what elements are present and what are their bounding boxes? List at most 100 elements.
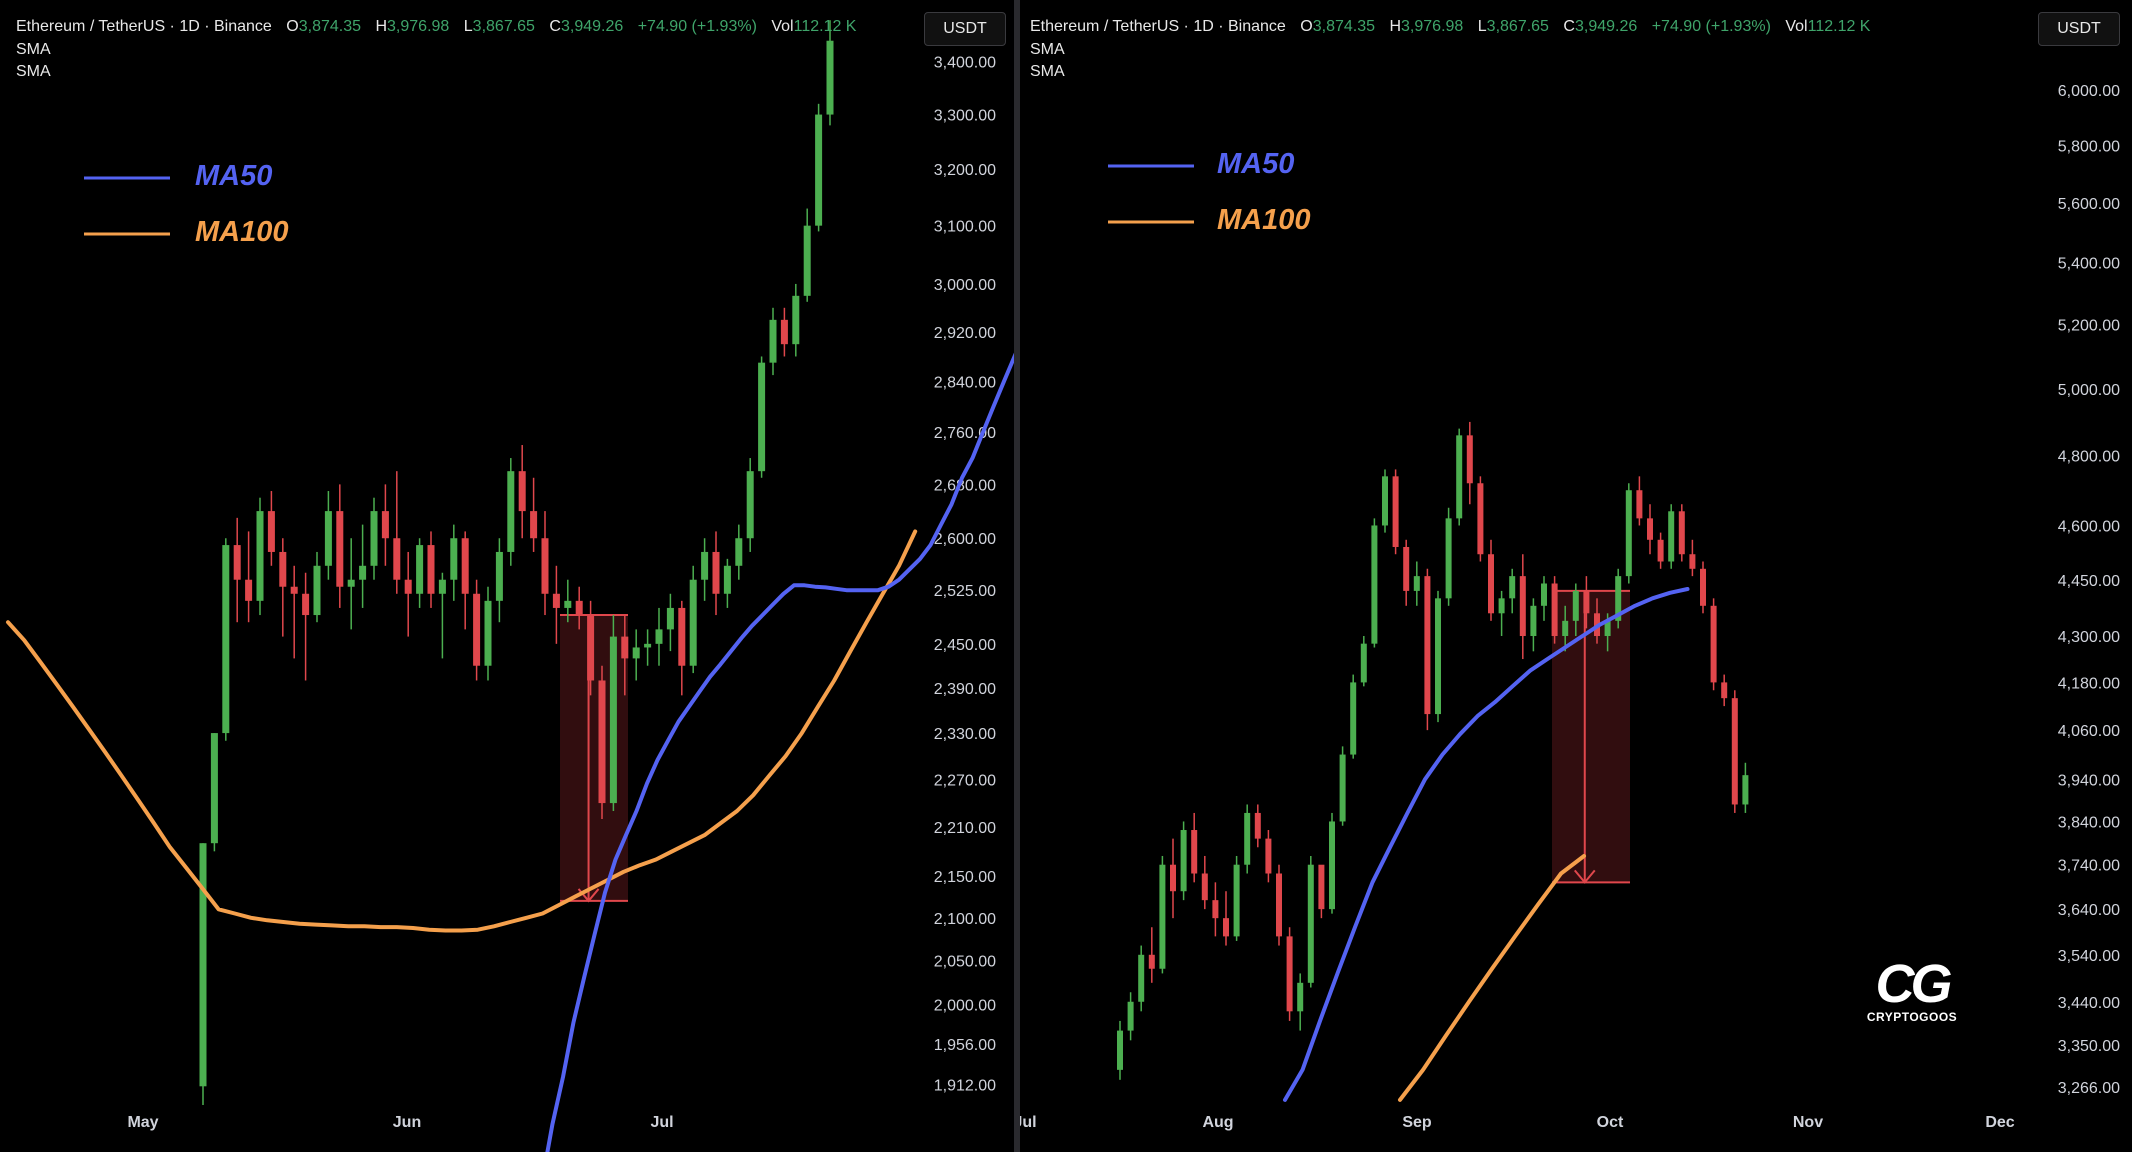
candle-body[interactable]	[233, 545, 241, 580]
candle-body[interactable]	[1276, 873, 1282, 937]
candle-body[interactable]	[1700, 568, 1706, 606]
candle-body[interactable]	[427, 545, 435, 594]
candle-body[interactable]	[1721, 682, 1728, 699]
candle-body[interactable]	[1159, 864, 1166, 969]
candle-body[interactable]	[507, 471, 515, 552]
candle-body[interactable]	[1710, 605, 1717, 683]
candle-body[interactable]	[1148, 954, 1155, 969]
candle-body[interactable]	[803, 225, 811, 296]
candle-body[interactable]	[210, 733, 218, 844]
candle-body[interactable]	[746, 471, 754, 539]
candle-body[interactable]	[1647, 518, 1653, 540]
candle-body[interactable]	[473, 593, 481, 666]
candle-body[interactable]	[1678, 511, 1685, 555]
candle-body[interactable]	[1180, 830, 1187, 892]
candle-body[interactable]	[826, 40, 834, 115]
candle-body[interactable]	[256, 511, 264, 601]
candle-body[interactable]	[1392, 476, 1399, 547]
candle-body[interactable]	[1382, 476, 1388, 526]
candle-body[interactable]	[792, 295, 800, 345]
candle-body[interactable]	[1127, 1001, 1134, 1031]
candle-body[interactable]	[279, 551, 287, 587]
candle-body[interactable]	[1509, 576, 1516, 599]
candle-body[interactable]	[1201, 873, 1208, 901]
candle-body[interactable]	[1445, 518, 1452, 599]
candle-body[interactable]	[1615, 576, 1622, 621]
candle-body[interactable]	[1689, 554, 1696, 569]
candle-body[interactable]	[1339, 754, 1346, 822]
candle-body[interactable]	[370, 511, 378, 566]
candle-body[interactable]	[1223, 918, 1229, 937]
candle-body[interactable]	[1329, 821, 1335, 910]
candle-body[interactable]	[381, 511, 389, 539]
candle-body[interactable]	[1456, 435, 1463, 519]
indicator-sma-2[interactable]: SMA	[16, 63, 51, 80]
candle-body[interactable]	[1138, 954, 1145, 1002]
candle-body[interactable]	[564, 600, 572, 608]
ma100-line[interactable]	[1398, 854, 1586, 1102]
candle-body[interactable]	[1254, 812, 1261, 839]
candle-body[interactable]	[302, 593, 310, 616]
candle-body[interactable]	[1360, 643, 1367, 683]
left-chart-canvas[interactable]: 3,400.00 3,300.00 3,200.00 3,100.00 3,000.00…	[0, 0, 1014, 1152]
left-chart-panel[interactable]: 3,400.00 3,300.00 3,200.00 3,100.00 3,000.00…	[0, 0, 1014, 1152]
candle-body[interactable]	[758, 362, 766, 472]
candle-body[interactable]	[1403, 546, 1410, 591]
candle-body[interactable]	[1233, 864, 1240, 937]
candle-body[interactable]	[769, 319, 777, 363]
candle-body[interactable]	[495, 551, 503, 601]
candle-body[interactable]	[723, 565, 731, 594]
panel-divider[interactable]	[1014, 0, 1020, 1152]
candle-body[interactable]	[1636, 490, 1643, 519]
candle-body[interactable]	[666, 607, 674, 630]
candle-body[interactable]	[780, 319, 788, 345]
candle-body[interactable]	[438, 579, 446, 594]
candle-body[interactable]	[701, 551, 709, 580]
candle-body[interactable]	[735, 538, 743, 566]
candle-body[interactable]	[815, 114, 823, 226]
candle-body[interactable]	[1318, 864, 1325, 910]
candle-body[interactable]	[518, 471, 526, 512]
candle-body[interactable]	[1551, 583, 1558, 637]
candle-body[interactable]	[1191, 830, 1198, 874]
candle-body[interactable]	[712, 551, 720, 594]
candle-body[interactable]	[1244, 812, 1251, 865]
candle-body[interactable]	[1371, 525, 1378, 644]
candle-body[interactable]	[1572, 590, 1579, 621]
candle-body[interactable]	[1519, 576, 1526, 637]
candle-body[interactable]	[450, 538, 458, 580]
currency-button[interactable]: USDT	[2038, 12, 2120, 46]
candle-body[interactable]	[1742, 775, 1749, 805]
candle-body[interactable]	[1488, 554, 1494, 614]
candle-body[interactable]	[1530, 605, 1537, 637]
candle-body[interactable]	[1297, 982, 1304, 1012]
candle-body[interactable]	[1286, 936, 1293, 1012]
candle-body[interactable]	[632, 647, 640, 659]
candle-body[interactable]	[621, 636, 629, 659]
candle-body[interactable]	[484, 600, 492, 666]
candle-body[interactable]	[644, 643, 652, 648]
candle-body[interactable]	[1657, 539, 1664, 562]
candle-body[interactable]	[1307, 864, 1314, 983]
candle-body[interactable]	[1466, 435, 1473, 484]
candle-body[interactable]	[587, 615, 595, 681]
currency-button[interactable]: USDT	[924, 12, 1006, 46]
candle-body[interactable]	[1731, 698, 1738, 805]
candle-body[interactable]	[461, 538, 469, 594]
candle-body[interactable]	[609, 636, 617, 804]
candle-body[interactable]	[1117, 1030, 1123, 1070]
candle-body[interactable]	[347, 579, 355, 587]
candle-body[interactable]	[290, 586, 298, 594]
candle-body[interactable]	[336, 511, 344, 587]
candle-body[interactable]	[1562, 620, 1569, 637]
candle-body[interactable]	[1170, 864, 1176, 892]
candle-body[interactable]	[404, 579, 412, 594]
candle-body[interactable]	[1498, 598, 1505, 614]
candle-body[interactable]	[313, 565, 321, 616]
indicator-sma-1[interactable]: SMA	[1030, 41, 1065, 58]
candle-body[interactable]	[393, 538, 401, 580]
candle-body[interactable]	[324, 511, 332, 566]
right-chart-canvas[interactable]: 6,000.00 5,800.00 5,600.00 5,400.00 5,200.00…	[1020, 0, 2132, 1152]
candle-body[interactable]	[1583, 590, 1590, 614]
candle-body[interactable]	[1625, 490, 1632, 577]
